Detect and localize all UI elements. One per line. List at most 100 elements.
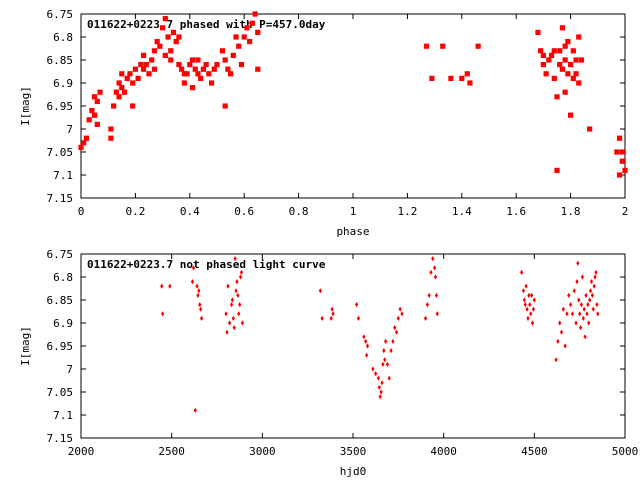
data-point: [573, 57, 579, 63]
data-point: [586, 302, 590, 308]
data-point: [219, 48, 226, 54]
data-point: [241, 34, 247, 40]
data-point: [570, 311, 575, 317]
data-point: [168, 48, 174, 54]
data-point: [234, 288, 238, 294]
data-point: [184, 71, 190, 77]
data-point: [81, 140, 87, 146]
data-point: [588, 288, 593, 294]
x-axis-label: hjd0: [340, 465, 367, 478]
data-point: [108, 126, 114, 132]
data-point: [111, 103, 117, 109]
data-point: [384, 338, 388, 344]
data-point: [235, 279, 239, 285]
data-point: [588, 297, 592, 303]
data-point: [228, 320, 232, 326]
data-point: [232, 325, 236, 331]
data-point: [562, 89, 568, 95]
y-tick-label: 6.9: [53, 317, 73, 330]
data-point: [252, 11, 258, 17]
x-tick-label: 1.6: [506, 205, 526, 218]
data-point: [320, 315, 324, 321]
data-point: [570, 48, 576, 54]
data-point: [222, 103, 228, 109]
data-point: [233, 256, 237, 262]
y-tick-label: 7.1: [53, 169, 73, 182]
data-point: [113, 89, 119, 95]
data-point: [379, 389, 383, 395]
data-point: [581, 315, 585, 321]
data-point: [94, 98, 100, 104]
data-point: [540, 62, 546, 68]
data-point: [535, 29, 541, 35]
data-point: [355, 302, 359, 308]
x-tick-label: 3500: [340, 445, 367, 458]
x-tick-label: 2: [622, 205, 629, 218]
data-point: [531, 306, 536, 312]
data-point: [433, 274, 438, 280]
data-point: [587, 126, 593, 132]
data-point: [394, 329, 399, 335]
data-point: [423, 43, 430, 49]
data-point: [130, 103, 136, 109]
data-point: [587, 320, 591, 326]
data-point: [170, 29, 177, 35]
data-point: [559, 329, 564, 335]
data-point: [543, 71, 549, 77]
y-tick-label: 6.9: [53, 77, 73, 90]
data-point: [425, 302, 429, 308]
data-point: [530, 292, 534, 298]
plot-frame: [80, 13, 626, 199]
y-tick-label: 7.05: [47, 386, 74, 399]
data-point: [558, 320, 562, 326]
data-point: [206, 71, 212, 77]
x-tick-label: 2500: [158, 445, 185, 458]
data-point: [224, 311, 228, 317]
data-point: [575, 279, 579, 285]
data-point: [383, 357, 387, 363]
data-point: [614, 149, 620, 155]
data-point: [565, 71, 571, 77]
data-point: [573, 71, 579, 77]
data-point: [97, 89, 103, 95]
data-point: [576, 34, 582, 40]
data-point: [78, 144, 84, 150]
data-point: [590, 292, 594, 298]
y-tick-label: 6.85: [47, 54, 74, 67]
data-point: [176, 34, 182, 40]
data-point: [568, 62, 574, 68]
data-point: [591, 306, 595, 312]
data-point: [559, 66, 566, 72]
data-point: [429, 75, 435, 81]
data-point: [448, 75, 454, 81]
data-point: [530, 320, 535, 326]
data-point: [195, 57, 201, 63]
y-tick-label: 7: [66, 363, 73, 376]
data-point: [364, 338, 368, 344]
y-axis-label: I[mag]: [19, 86, 32, 126]
data-point: [529, 311, 533, 317]
data-point: [116, 80, 122, 86]
data-point: [160, 25, 166, 31]
data-point: [89, 108, 95, 114]
data-point: [318, 288, 322, 294]
data-point: [151, 66, 158, 72]
data-point: [168, 283, 172, 289]
data-point: [371, 366, 375, 372]
data-point: [570, 75, 576, 81]
data-point: [380, 380, 384, 386]
data-point: [197, 288, 201, 294]
data-point: [569, 302, 573, 308]
data-point: [540, 52, 546, 58]
x-tick-label: 1.2: [397, 205, 417, 218]
data-point: [200, 66, 206, 72]
data-point: [435, 311, 439, 317]
data-point: [557, 62, 563, 68]
data-point: [198, 302, 202, 308]
y-axis-label: I[mag]: [19, 326, 32, 366]
data-point: [162, 52, 168, 58]
y-tick-label: 6.95: [47, 100, 74, 113]
data-point: [203, 62, 209, 68]
data-point: [222, 57, 228, 63]
data-point: [195, 283, 199, 289]
